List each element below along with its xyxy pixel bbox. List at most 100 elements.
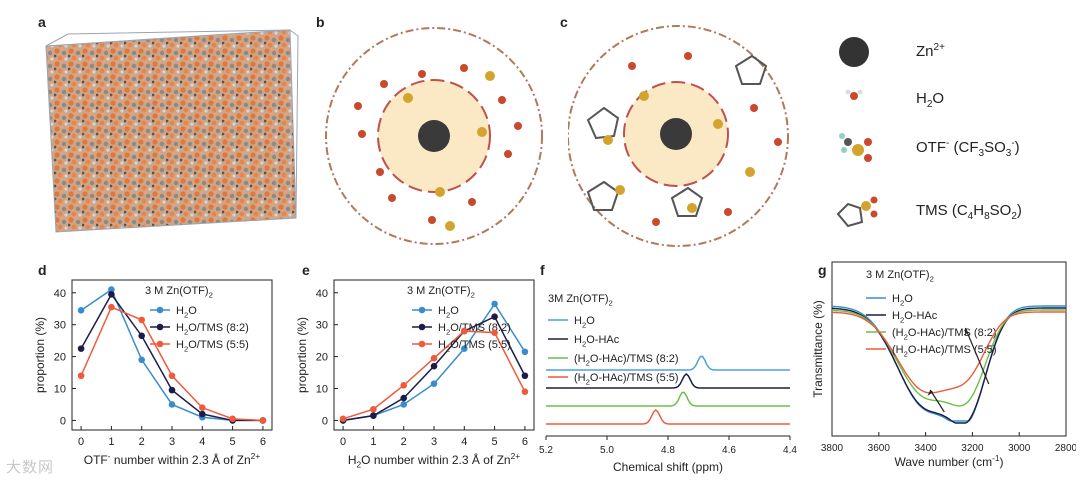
data-point	[108, 291, 115, 298]
chart-g-ftir: 3800 3600 3400 3200 3000 2800 Wave number (cm-…	[811, 261, 1076, 469]
x-tick-label: 6	[522, 436, 528, 448]
x-tick-label: 1	[370, 436, 376, 448]
data-point	[461, 327, 468, 335]
data-point	[77, 345, 85, 352]
h2o-legend-icon	[845, 89, 863, 100]
legend-label: (H2O-HAc)/TMS (5:5)	[892, 344, 997, 358]
x-tick-label: 4.4	[783, 445, 797, 456]
data-point	[400, 401, 407, 408]
x-tick-label: 5.0	[600, 445, 614, 456]
y-axis-label: proportion (%)	[295, 317, 309, 393]
solvation-structure-h2o	[325, 27, 543, 245]
data-point	[430, 362, 438, 370]
y-axis-label: Transmittance (%)	[811, 300, 825, 398]
data-point	[521, 388, 529, 396]
water-molecule-icon	[354, 64, 522, 224]
x-axis-label: OTF-​ number within 2.3 Å of Zn2+​	[84, 451, 261, 467]
x-tick-label: 1	[108, 436, 114, 448]
y-tick-label: 0	[322, 415, 328, 427]
legend-marker	[418, 323, 426, 331]
otf-molecule-icon	[603, 91, 755, 213]
panel-label-f: f	[540, 262, 545, 278]
zn-ion-icon	[660, 118, 692, 150]
y-tick-label: 40	[316, 288, 328, 300]
x-tick-label: 4	[461, 436, 467, 448]
spectrum-line	[831, 307, 1066, 424]
data-point	[491, 329, 498, 336]
legend-label: H2O/TMS (5:5)	[176, 339, 249, 353]
solvation-structure-tms	[568, 25, 789, 247]
legend-otf: OTF- (CF3SO3-)	[916, 138, 1020, 159]
panel-label-d: d	[38, 262, 47, 278]
x-tick-label: 3	[169, 436, 175, 448]
chart-title: 3 M Zn(OTF)2​	[145, 285, 213, 299]
data-point	[77, 307, 85, 314]
trend-arrow-2-head	[964, 328, 968, 336]
data-point	[108, 303, 115, 311]
data-point	[370, 405, 377, 413]
series-line	[80, 288, 263, 422]
y-axis-label: proportion (%)	[33, 317, 47, 393]
x-tick-label: 3400	[914, 443, 937, 454]
data-point	[138, 332, 145, 340]
data-point	[370, 412, 377, 419]
data-point	[491, 300, 498, 308]
data-point	[430, 354, 438, 362]
chart-title: 3 M Zn(OTF)2​	[407, 285, 475, 299]
x-axis-label: Chemical shift (ppm)	[613, 460, 723, 474]
x-tick-label: 3200	[961, 443, 984, 454]
species-legend: Zn2+ H2O OTF- (CF3SO3-) TMS (C4H8SO2)	[830, 30, 1070, 240]
spectrum-line	[546, 391, 790, 407]
legend-zn: Zn2+	[916, 42, 945, 60]
tms-molecule-icon	[586, 54, 768, 217]
legend-label: (H2O-HAc)/TMS (8:2)	[892, 327, 997, 341]
panel-label-e: e	[302, 262, 310, 278]
legend-label: H2O	[176, 305, 197, 319]
otf-molecule-icon	[403, 71, 495, 231]
otf-legend-icon	[839, 133, 872, 162]
spectrum-line	[546, 372, 790, 389]
legend-tms: TMS (C4H8SO2)	[916, 202, 1022, 222]
data-point	[168, 386, 176, 394]
zn-legend-icon	[839, 37, 869, 67]
data-point	[491, 313, 498, 321]
x-tick-label: 4.6	[722, 445, 736, 456]
chart-title: 3 M Zn(OTF)2​	[866, 269, 934, 283]
spectrum-line	[546, 408, 790, 425]
y-tick-label: 30	[316, 320, 328, 332]
data-point	[339, 415, 347, 423]
panel-label-c: c	[560, 14, 568, 30]
y-tick-label: 30	[54, 320, 66, 332]
legend-marker	[156, 323, 164, 331]
legend-label: H2O	[892, 293, 913, 307]
data-point	[138, 316, 145, 324]
chart-f-nmr: 5.2 5.0 4.8 4.6 4.4 Chemical shift (ppm) 3M Zn…	[539, 293, 797, 474]
data-point	[461, 345, 468, 352]
panel-label-g: g	[818, 262, 827, 278]
x-axis-label: H2O number within 2.3 Å of Zn2+​	[348, 451, 520, 469]
x-tick-label: 3000	[1008, 443, 1031, 454]
spectrum-line	[831, 305, 1066, 422]
chart-title: 3M Zn(OTF)2​	[548, 293, 613, 307]
zn-ion-icon	[418, 120, 450, 152]
trend-arrow-2	[964, 327, 990, 385]
x-tick-label: 4	[199, 436, 205, 448]
x-tick-label: 5	[230, 436, 236, 448]
spectrum-line	[831, 311, 1066, 394]
legend-label: H2O	[574, 315, 595, 329]
data-point	[430, 380, 438, 388]
spectrum-line	[831, 309, 1066, 407]
tms-legend-icon	[836, 196, 878, 228]
legend-label: H2O	[438, 305, 459, 319]
x-tick-label: 2	[139, 436, 145, 448]
data-point	[108, 286, 115, 293]
data-point	[521, 348, 529, 356]
legend-marker	[418, 340, 426, 348]
trend-arrow-1-head	[927, 390, 934, 396]
legend-label: H2O-HAc	[574, 334, 620, 348]
legend-h2o: H2O	[916, 90, 945, 110]
y-tick-label: 10	[316, 384, 328, 396]
x-tick-label: 3800	[821, 443, 844, 454]
molecular-dynamics-box	[45, 29, 299, 233]
y-tick-label: 20	[54, 352, 66, 364]
